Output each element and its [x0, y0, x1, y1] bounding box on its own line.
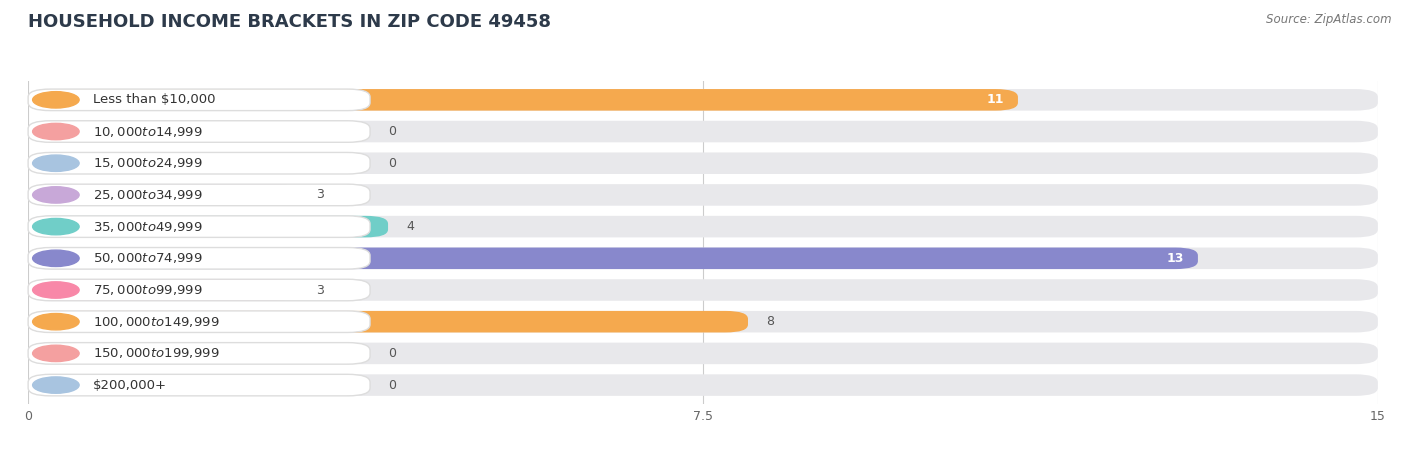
Text: 11: 11 [987, 93, 1004, 106]
Text: 0: 0 [388, 157, 396, 170]
FancyBboxPatch shape [28, 89, 370, 110]
FancyBboxPatch shape [28, 153, 370, 174]
Text: Source: ZipAtlas.com: Source: ZipAtlas.com [1267, 13, 1392, 26]
Circle shape [32, 187, 79, 203]
FancyBboxPatch shape [28, 121, 370, 142]
Text: 3: 3 [316, 189, 323, 202]
Text: 0: 0 [388, 125, 396, 138]
FancyBboxPatch shape [28, 311, 370, 332]
FancyBboxPatch shape [28, 216, 370, 238]
Circle shape [32, 92, 79, 108]
Text: Less than $10,000: Less than $10,000 [93, 93, 215, 106]
FancyBboxPatch shape [28, 247, 1198, 269]
Text: $75,000 to $99,999: $75,000 to $99,999 [93, 283, 202, 297]
Text: $200,000+: $200,000+ [93, 379, 167, 392]
Text: $10,000 to $14,999: $10,000 to $14,999 [93, 124, 202, 139]
FancyBboxPatch shape [28, 121, 1378, 142]
Text: 4: 4 [406, 220, 413, 233]
Text: $100,000 to $149,999: $100,000 to $149,999 [93, 315, 219, 329]
Text: $25,000 to $34,999: $25,000 to $34,999 [93, 188, 202, 202]
Circle shape [32, 250, 79, 267]
FancyBboxPatch shape [28, 279, 298, 301]
Text: 0: 0 [388, 347, 396, 360]
FancyBboxPatch shape [28, 279, 1378, 301]
FancyBboxPatch shape [28, 89, 1018, 110]
FancyBboxPatch shape [28, 153, 1378, 174]
Circle shape [32, 155, 79, 172]
FancyBboxPatch shape [28, 343, 1378, 364]
FancyBboxPatch shape [28, 216, 1378, 238]
Text: 8: 8 [766, 315, 773, 328]
Text: 0: 0 [388, 379, 396, 392]
FancyBboxPatch shape [28, 184, 1378, 206]
Circle shape [32, 282, 79, 298]
Text: $15,000 to $24,999: $15,000 to $24,999 [93, 156, 202, 170]
FancyBboxPatch shape [28, 89, 1378, 110]
Circle shape [32, 313, 79, 330]
FancyBboxPatch shape [28, 247, 370, 269]
FancyBboxPatch shape [28, 311, 748, 332]
FancyBboxPatch shape [28, 279, 370, 301]
Text: $35,000 to $49,999: $35,000 to $49,999 [93, 220, 202, 233]
FancyBboxPatch shape [28, 216, 388, 238]
FancyBboxPatch shape [28, 247, 1378, 269]
Circle shape [32, 377, 79, 393]
Circle shape [32, 345, 79, 361]
FancyBboxPatch shape [28, 374, 1378, 396]
Circle shape [32, 123, 79, 140]
FancyBboxPatch shape [28, 184, 298, 206]
Text: HOUSEHOLD INCOME BRACKETS IN ZIP CODE 49458: HOUSEHOLD INCOME BRACKETS IN ZIP CODE 49… [28, 13, 551, 31]
Circle shape [32, 218, 79, 235]
Text: 13: 13 [1167, 252, 1184, 265]
FancyBboxPatch shape [28, 343, 370, 364]
Text: 3: 3 [316, 283, 323, 296]
Text: $50,000 to $74,999: $50,000 to $74,999 [93, 251, 202, 265]
FancyBboxPatch shape [28, 374, 370, 396]
Text: $150,000 to $199,999: $150,000 to $199,999 [93, 346, 219, 361]
FancyBboxPatch shape [28, 184, 370, 206]
FancyBboxPatch shape [28, 311, 1378, 332]
